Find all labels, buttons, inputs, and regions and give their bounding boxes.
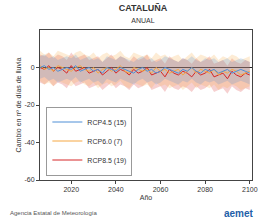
svg-text:RCP8.5 (19): RCP8.5 (19) bbox=[87, 157, 126, 165]
svg-text:aemet: aemet bbox=[224, 208, 254, 218]
svg-text:2060: 2060 bbox=[153, 186, 169, 193]
svg-text:2080: 2080 bbox=[197, 186, 213, 193]
svg-text:RCP4.5 (15): RCP4.5 (15) bbox=[87, 119, 126, 127]
svg-text:0: 0 bbox=[31, 64, 35, 71]
svg-text:RCP6.0 (7): RCP6.0 (7) bbox=[87, 138, 122, 146]
svg-text:-40: -40 bbox=[24, 139, 34, 146]
svg-text:-60: -60 bbox=[24, 176, 34, 183]
svg-text:Cambio en nº de días de lluvia: Cambio en nº de días de lluvia bbox=[15, 58, 22, 153]
svg-text:2040: 2040 bbox=[108, 186, 124, 193]
svg-text:Agencia Estatal de Meteorologí: Agencia Estatal de Meteorología bbox=[10, 210, 97, 216]
svg-text:2100: 2100 bbox=[242, 186, 258, 193]
svg-text:Año: Año bbox=[140, 194, 153, 201]
svg-text:-20: -20 bbox=[24, 101, 34, 108]
svg-text:2020: 2020 bbox=[63, 186, 79, 193]
svg-text:CATALUÑAANUAL: CATALUÑAANUAL bbox=[119, 3, 168, 24]
